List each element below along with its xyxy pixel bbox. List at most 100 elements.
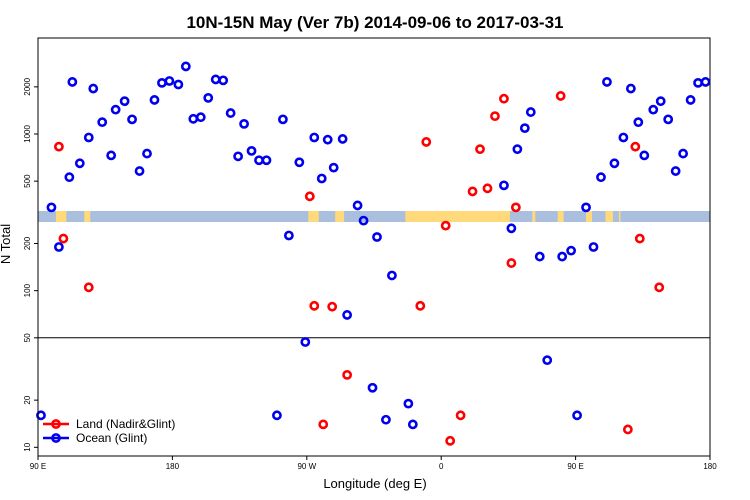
ocean-point [655,96,666,107]
ocean-point [542,355,553,366]
y-tick-label: 1000 [23,125,32,143]
ocean-point [381,414,391,425]
land-point [415,300,426,311]
land-point [445,435,456,446]
ocean-point [678,148,689,159]
ocean-point [588,242,599,252]
land-point [58,233,69,244]
ocean-point [225,108,236,118]
legend-marker [51,419,61,429]
ocean-point [337,134,348,144]
land-band-segment [532,211,536,222]
ocean-point [46,202,57,213]
ocean-point [596,172,606,183]
legend-label: Land (Nadir&Glint) [76,417,175,431]
ocean-point [203,92,214,103]
ocean-point [566,245,577,256]
land-point [309,300,320,311]
data-points [36,61,711,446]
land-point [304,191,315,202]
ocean-point [110,104,121,115]
y-tick-label: 20 [23,395,32,404]
y-tick-label: 200 [23,236,32,250]
ocean-band [38,211,710,222]
chart-title: 10N-15N May (Ver 7b) 2014-09-06 to 2017-… [186,13,563,32]
ocean-point [663,114,674,125]
ocean-point [633,117,644,128]
land-band-segment [557,211,564,222]
ocean-point [300,337,311,347]
ocean-point [272,410,282,421]
ocean-point [97,117,108,128]
land-point [318,419,329,430]
ocean-point [602,77,612,87]
ocean-point [74,158,85,169]
land-band-segment [405,211,510,222]
x-axis: 90 E 180 90 W 0 90 E 180 [30,456,717,471]
ocean-point [83,132,94,143]
land-point [54,141,64,152]
ocean-point [239,118,249,129]
ocean-point [512,144,523,155]
ocean-point [36,410,46,421]
ocean-point [149,95,160,105]
ocean-point [534,251,545,262]
ocean-point [54,242,64,252]
ocean-point [572,410,582,421]
y-tick-label: 10 [23,442,32,451]
ocean-point [328,162,339,173]
ocean-point [283,230,294,241]
land-point [506,258,517,268]
ocean-point [648,104,659,115]
ocean-point [64,172,75,183]
land-point [342,369,353,380]
ocean-point [618,132,629,143]
ocean-point [625,83,636,94]
ocean-point [525,107,536,117]
land-point [467,186,478,197]
x-tick-label: 90 W [297,462,316,471]
y-tick-label: 100 [23,283,32,297]
land-point [622,424,633,435]
ocean-point [557,251,568,262]
ocean-point [309,132,320,143]
y-axis-label: N Total [0,224,13,264]
land-point [654,282,665,293]
ocean-point [367,382,378,393]
ocean-point [358,215,369,226]
land-band-segment [308,211,319,222]
land-band-segment [618,211,621,222]
land-point [327,301,338,312]
land-band-segment [335,211,345,222]
ocean-point [407,419,418,430]
ocean-point [261,155,272,166]
legend-item-land: Land (Nadir&Glint) [43,417,175,431]
ocean-point [246,145,257,156]
land-point [630,141,641,152]
ocean-point [316,173,327,184]
x-tick-label: 90 E [567,462,583,471]
ocean-point [164,76,175,86]
ocean-point [294,157,305,168]
land-point [490,111,500,122]
ocean-point [134,166,145,176]
land-point [499,93,509,104]
land-point [482,183,493,194]
ocean-point [403,398,414,409]
ocean-point [352,200,363,211]
y-axis: 10 20 50 100 200 500 1000 2000 [23,77,38,452]
legend-item-ocean: Ocean (Glint) [43,431,147,445]
ocean-point [700,77,711,87]
x-tick-label: 90 E [30,462,46,471]
y-tick-label: 500 [23,174,32,188]
ocean-point [499,180,509,191]
land-point [555,91,566,101]
ocean-point [142,148,152,159]
ocean-point [685,95,696,105]
ocean-point [372,232,382,242]
land-point [634,233,645,244]
legend-label: Ocean (Glint) [76,431,147,445]
ocean-point [278,114,288,125]
